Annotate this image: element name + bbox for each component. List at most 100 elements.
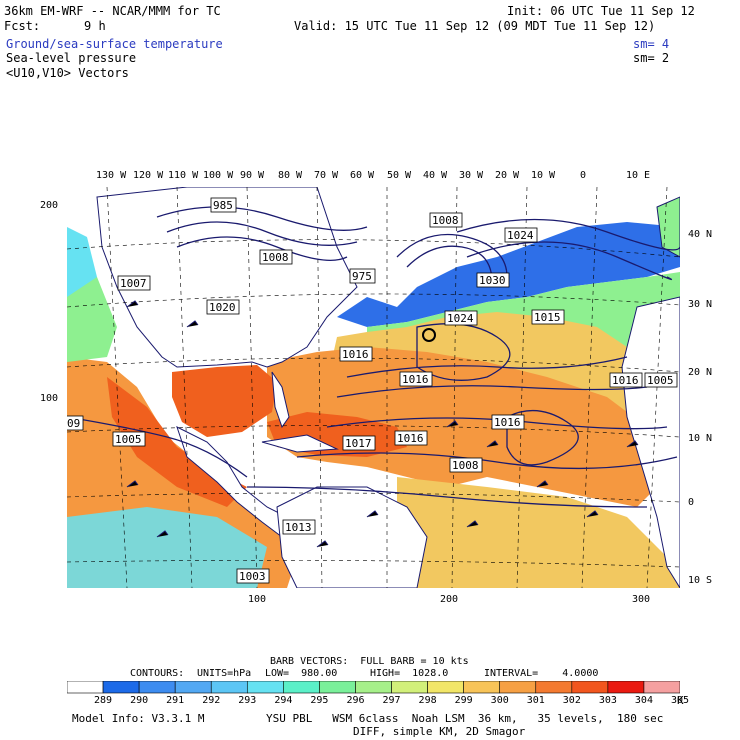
field-sea-level-pressure: Sea-level pressure bbox=[6, 51, 137, 65]
colorbar-swatch bbox=[246, 681, 284, 694]
field-sea-level-pressure-smoothing: sm= 2 bbox=[633, 51, 670, 65]
colorbar-label: 299 bbox=[454, 695, 473, 706]
colorbar-swatch bbox=[67, 681, 104, 694]
contours-high: HIGH= 1028.0 bbox=[370, 668, 449, 679]
longitude-label: 60 W bbox=[350, 170, 375, 181]
pressure-label-box bbox=[349, 268, 376, 284]
pressure-label-box bbox=[644, 372, 678, 388]
colorbar-label: 290 bbox=[130, 695, 149, 706]
colorbar-swatch bbox=[102, 681, 140, 694]
colorbar-label: 293 bbox=[238, 695, 257, 706]
field-wind-vectors: <U10,V10> Vectors bbox=[6, 66, 129, 80]
pressure-label-box bbox=[67, 415, 84, 431]
longitude-label: 40 W bbox=[423, 170, 448, 181]
latitude-label: 10 S bbox=[688, 575, 713, 586]
pressure-label-box bbox=[399, 371, 433, 387]
pressure-label: 09 bbox=[67, 417, 80, 430]
pressure-label: 1008 bbox=[452, 459, 479, 472]
longitude-label: 50 W bbox=[387, 170, 412, 181]
pressure-label-box bbox=[117, 275, 151, 291]
colorbar-swatch bbox=[283, 681, 320, 694]
colorbar-label: 298 bbox=[418, 695, 437, 706]
pressure-label-box bbox=[609, 372, 643, 388]
colorbar-label: 295 bbox=[310, 695, 329, 706]
model-title: 36km EM-WRF -- NCAR/MMM for TC bbox=[4, 4, 221, 18]
ocean-orange-tropical bbox=[267, 347, 667, 507]
contours-low: LOW= 980.00 bbox=[265, 668, 338, 679]
gulf-of-mexico-hot bbox=[172, 365, 277, 437]
pressure-label: 1005 bbox=[647, 374, 674, 387]
pressure-label-box bbox=[339, 346, 373, 362]
contours-interval: INTERVAL= 4.0000 bbox=[484, 668, 599, 679]
south-atlantic-warm bbox=[397, 477, 680, 588]
north-america-land bbox=[96, 187, 358, 368]
colorbar-swatch bbox=[499, 681, 537, 694]
longitude-label: 10 E bbox=[626, 170, 651, 181]
ocean-green-band bbox=[367, 272, 680, 387]
pressure-label: 1008 bbox=[262, 251, 289, 264]
barb-legend: BARB VECTORS: FULL BARB = 10 kts bbox=[270, 656, 469, 667]
longitude-label: 80 W bbox=[278, 170, 303, 181]
pressure-label-box bbox=[259, 249, 293, 265]
field-ground-temperature: Ground/sea-surface temperature bbox=[6, 37, 223, 51]
latitude-label: 30 N bbox=[688, 299, 713, 310]
longitude-label: 70 W bbox=[314, 170, 339, 181]
weather-map: 985 1008 1008 1024 1030 1007 1016 1024 1015 1016 1… bbox=[67, 187, 680, 588]
pressure-label: 1013 bbox=[285, 521, 312, 534]
temperature-colorbar bbox=[67, 681, 680, 694]
pressure-label-box bbox=[429, 212, 463, 228]
colorbar-swatch bbox=[463, 681, 501, 694]
colorbar-swatch bbox=[643, 681, 680, 694]
pressure-label-box bbox=[112, 431, 146, 447]
longitude-label: 120 W bbox=[133, 170, 164, 181]
south-pacific-cool bbox=[67, 507, 267, 588]
latitude-label: 20 N bbox=[688, 367, 713, 378]
pressure-label: 1030 bbox=[479, 274, 506, 287]
pressure-label: 1016 bbox=[494, 416, 521, 429]
pressure-label-box bbox=[531, 309, 565, 325]
pressure-label-box bbox=[444, 310, 478, 326]
colorbar-swatch bbox=[391, 681, 428, 694]
colorbar-unit: K bbox=[677, 694, 684, 707]
colorbar-label: 292 bbox=[202, 695, 221, 706]
pressure-label: 1007 bbox=[120, 277, 147, 290]
longitude-label: 20 W bbox=[495, 170, 520, 181]
colorbar-label: 302 bbox=[562, 695, 581, 706]
pressure-label-box bbox=[504, 227, 538, 243]
contours-units: UNITS=hPa bbox=[197, 668, 252, 679]
europe-greenland-land bbox=[656, 196, 680, 258]
colorbar-swatch bbox=[427, 681, 464, 694]
colorbar-swatch bbox=[535, 681, 573, 694]
latitude-label: 0 bbox=[688, 497, 695, 508]
colorbar-swatch bbox=[571, 681, 609, 694]
longitude-label: 90 W bbox=[240, 170, 265, 181]
pressure-label-box bbox=[491, 414, 525, 430]
longitude-label: 130 W bbox=[96, 170, 127, 181]
pressure-label: 1003 bbox=[239, 570, 266, 583]
model-diffusion: DIFF, simple KM, 2D Smagor bbox=[353, 725, 526, 738]
valid-time: Valid: 15 UTC Tue 11 Sep 12 (09 MDT Tue … bbox=[294, 19, 656, 33]
pressure-label: 975 bbox=[352, 270, 372, 283]
colorbar-label: 301 bbox=[526, 695, 545, 706]
longitude-label: 110 W bbox=[168, 170, 199, 181]
pressure-label: 1016 bbox=[342, 348, 369, 361]
grid-x-label-100: 100 bbox=[248, 594, 267, 605]
pressure-label: 1016 bbox=[397, 432, 424, 445]
colorbar-label: 297 bbox=[382, 695, 401, 706]
pressure-label: 1008 bbox=[432, 214, 459, 227]
pressure-label: 1016 bbox=[612, 374, 639, 387]
pressure-label: 1024 bbox=[447, 312, 474, 325]
colorbar-label: 300 bbox=[490, 695, 509, 706]
hurricane-symbol bbox=[422, 328, 436, 342]
pressure-label: 1005 bbox=[115, 433, 142, 446]
colorbar-swatch bbox=[319, 681, 356, 694]
longitude-label: 10 W bbox=[531, 170, 556, 181]
colorbar-label: 294 bbox=[274, 695, 293, 706]
latitude-label: 40 N bbox=[688, 229, 713, 240]
colorbar-label: 289 bbox=[94, 695, 113, 706]
field-ground-temperature-smoothing: sm= 4 bbox=[633, 37, 670, 51]
longitude-label: 30 W bbox=[459, 170, 484, 181]
pressure-label-box bbox=[342, 435, 376, 451]
cuba-island bbox=[261, 434, 339, 453]
grid-y-label-100: 100 bbox=[40, 393, 59, 404]
